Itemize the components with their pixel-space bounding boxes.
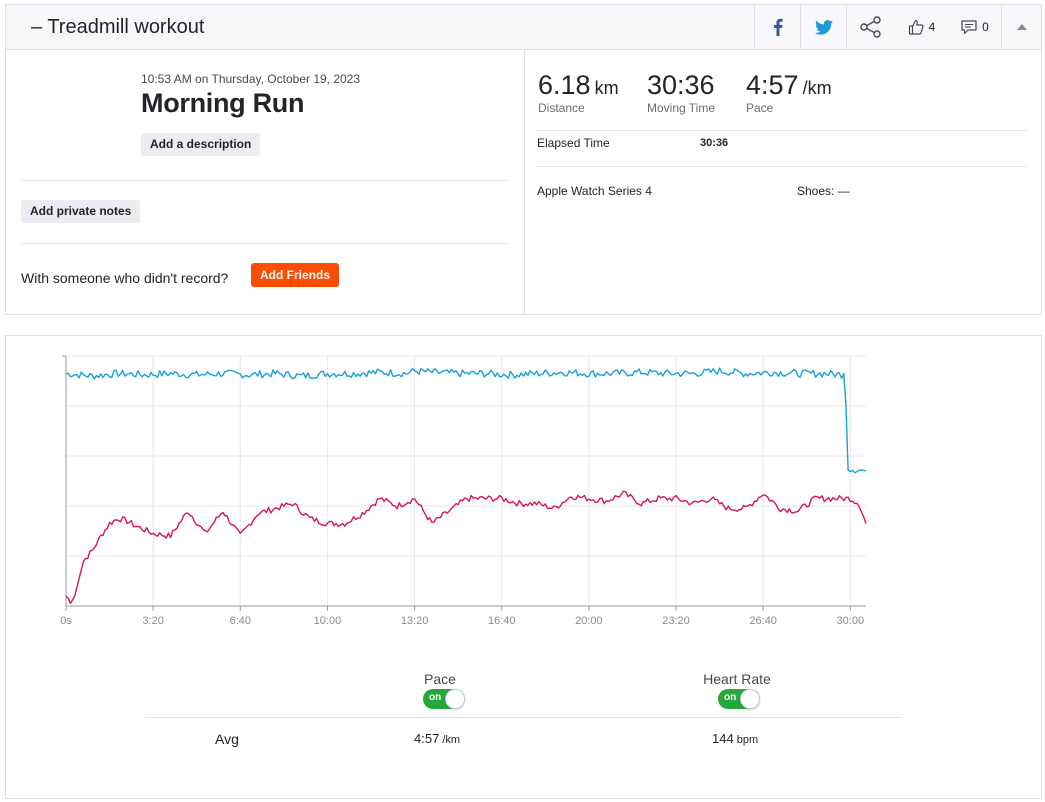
avg-row-label: Avg <box>215 731 239 747</box>
divider <box>145 717 902 718</box>
share-icon <box>859 16 881 38</box>
pace-toggle[interactable]: on <box>423 689 465 709</box>
divider <box>21 180 510 181</box>
distance-label: Distance <box>538 101 585 115</box>
moving-time-label: Moving Time <box>647 101 716 115</box>
avg-heart-rate: 144 bpm <box>712 731 758 746</box>
thumbs-up-icon <box>908 19 924 35</box>
distance-unit: km <box>594 78 619 98</box>
x-tick-label: 3:20 <box>142 615 163 627</box>
x-tick-label: 6:40 <box>230 615 251 627</box>
toggle-knob <box>445 689 465 709</box>
pace-heart-rate-chart[interactable]: 0s 3:20 6:40 10:00 13:20 16:40 20:00 23:20 26:40… <box>6 336 1041 636</box>
avg-pace-value: 4:57 <box>414 731 440 746</box>
pace-toggle-state: on <box>429 692 442 703</box>
activity-name[interactable]: Morning Run <box>141 88 305 118</box>
x-tick-label: 10:00 <box>314 615 342 627</box>
activity-header: – Treadmill workout 4 <box>6 5 1041 50</box>
facebook-icon <box>773 18 783 36</box>
comment-count: 0 <box>982 20 989 34</box>
x-tick-label: 13:20 <box>401 615 429 627</box>
pace-value: 4:57 <box>746 70 799 100</box>
activity-stats-pane: 6.18 km Distance 30:36 Moving Time 4:57/k… <box>526 50 1041 314</box>
avg-hr-value: 144 <box>712 731 734 746</box>
add-private-notes-button[interactable]: Add private notes <box>21 200 141 223</box>
moving-time-value: 30:36 <box>647 70 715 100</box>
pace-toggle-label: Pace <box>424 671 456 687</box>
activity-timestamp: 10:53 AM on Thursday, October 19, 2023 <box>141 72 361 86</box>
comment-icon <box>961 19 977 34</box>
x-tick-label: 0s <box>60 615 72 627</box>
stat-pace: 4:57/km Pace <box>746 70 832 115</box>
stat-moving-time: 30:36 Moving Time <box>647 70 715 115</box>
pace-unit: /km <box>802 78 832 98</box>
activity-type-title[interactable]: – Treadmill workout <box>31 16 205 38</box>
collapse-button[interactable] <box>1001 5 1041 49</box>
twitter-share-button[interactable] <box>800 5 846 49</box>
pace-series-line <box>65 367 867 474</box>
heart-rate-toggle-state: on <box>724 692 737 703</box>
x-tick-label: 30:00 <box>837 615 865 627</box>
comments-button[interactable]: 0 <box>949 5 1001 49</box>
facebook-share-button[interactable] <box>754 5 800 49</box>
x-tick-label: 23:20 <box>662 615 690 627</box>
x-tick-label: 16:40 <box>488 615 516 627</box>
elapsed-time-label: Elapsed Time <box>537 136 610 150</box>
activity-summary-card: – Treadmill workout 4 <box>5 4 1042 315</box>
divider <box>535 130 1027 131</box>
share-button[interactable] <box>846 5 894 49</box>
twitter-icon <box>814 19 833 35</box>
stat-distance: 6.18 km Distance <box>538 70 619 115</box>
elapsed-time-value: 30:36 <box>700 137 729 149</box>
avg-hr-unit: bpm <box>736 734 759 746</box>
distance-value: 6.18 <box>538 70 591 100</box>
device-name: Apple Watch Series 4 <box>537 184 652 198</box>
toggle-knob <box>740 689 760 709</box>
divider <box>535 166 1027 167</box>
heart-rate-toggle[interactable]: on <box>718 689 760 709</box>
with-someone-prompt: With someone who didn't record? <box>21 270 229 286</box>
kudos-button[interactable]: 4 <box>894 5 949 49</box>
avg-pace-unit: /km <box>442 734 461 746</box>
heart-rate-toggle-label: Heart Rate <box>703 671 771 687</box>
caret-up-icon <box>1016 24 1027 30</box>
divider <box>21 243 510 244</box>
analysis-chart-card: 0s 3:20 6:40 10:00 13:20 16:40 20:00 23:20 26:40… <box>5 335 1042 799</box>
kudos-count: 4 <box>928 20 936 34</box>
x-tick-label: 26:40 <box>749 615 777 627</box>
add-friends-button[interactable]: Add Friends <box>251 263 340 287</box>
x-tick-label: 20:00 <box>575 615 603 627</box>
shoes-info: Shoes: — <box>797 184 850 198</box>
heart-rate-series-line <box>65 490 867 605</box>
activity-details-pane: 10:53 AM on Thursday, October 19, 2023 M… <box>6 50 525 314</box>
avg-pace: 4:57/km <box>414 731 460 746</box>
add-description-button[interactable]: Add a description <box>141 133 261 156</box>
pace-label: Pace <box>746 101 774 115</box>
